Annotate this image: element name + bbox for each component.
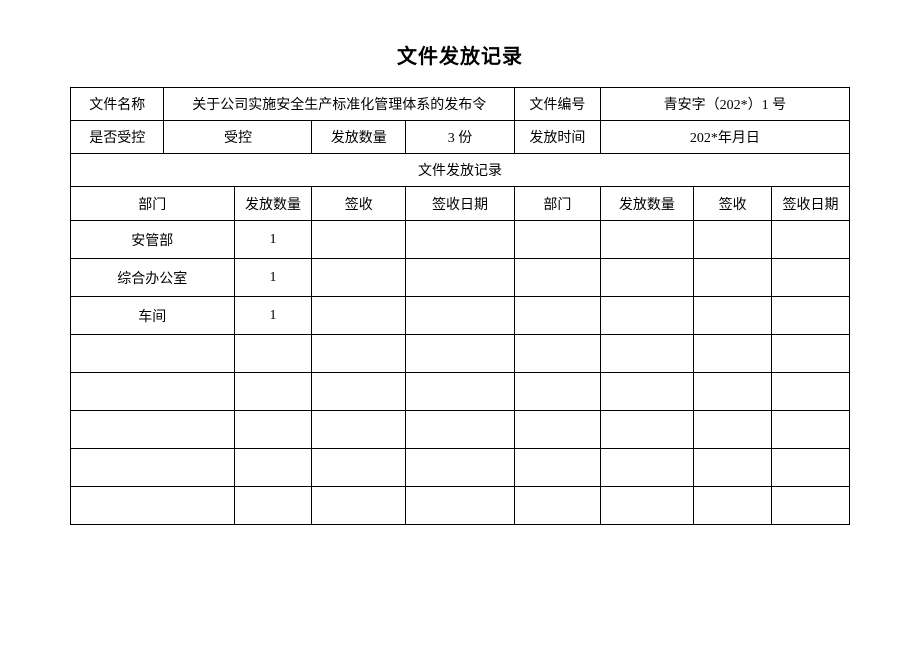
cell-date (405, 373, 514, 411)
cell-qty2 (600, 297, 693, 335)
col-qty: 发放数量 (234, 187, 312, 221)
cell-sign2 (694, 335, 772, 373)
cell-dept2 (514, 259, 600, 297)
cell-qty (234, 449, 312, 487)
cell-sign (312, 221, 405, 259)
cell-dept (71, 373, 235, 411)
table-row (71, 411, 850, 449)
section-header: 文件发放记录 (71, 154, 850, 187)
cell-qty: 1 (234, 297, 312, 335)
cell-qty: 1 (234, 221, 312, 259)
cell-qty2 (600, 411, 693, 449)
table-row: 车间 1 (71, 297, 850, 335)
cell-dept2 (514, 221, 600, 259)
cell-date2 (772, 297, 850, 335)
table-row: 综合办公室 1 (71, 259, 850, 297)
column-header-row: 部门 发放数量 签收 签收日期 部门 发放数量 签收 签收日期 (71, 187, 850, 221)
label-dist-qty: 发放数量 (312, 121, 405, 154)
cell-sign (312, 297, 405, 335)
cell-dept (71, 449, 235, 487)
cell-dept: 安管部 (71, 221, 235, 259)
value-dist-time: 202*年月日 (600, 121, 849, 154)
cell-dept2 (514, 449, 600, 487)
label-file-name: 文件名称 (71, 88, 164, 121)
page-title: 文件发放记录 (70, 40, 850, 69)
value-file-no: 青安字（202*）1 号 (600, 88, 849, 121)
cell-date (405, 221, 514, 259)
cell-qty2 (600, 335, 693, 373)
cell-qty2 (600, 221, 693, 259)
cell-date (405, 449, 514, 487)
col-sign: 签收 (312, 187, 405, 221)
table-row (71, 487, 850, 525)
col-dept: 部门 (71, 187, 235, 221)
cell-sign (312, 487, 405, 525)
value-dist-qty: 3 份 (405, 121, 514, 154)
cell-date (405, 411, 514, 449)
label-file-no: 文件编号 (514, 88, 600, 121)
cell-dept (71, 411, 235, 449)
cell-sign (312, 411, 405, 449)
label-controlled: 是否受控 (71, 121, 164, 154)
cell-qty: 1 (234, 259, 312, 297)
cell-date (405, 487, 514, 525)
cell-qty2 (600, 449, 693, 487)
cell-sign (312, 373, 405, 411)
cell-sign2 (694, 373, 772, 411)
cell-date2 (772, 259, 850, 297)
cell-date2 (772, 449, 850, 487)
cell-dept2 (514, 297, 600, 335)
col-date: 签收日期 (405, 187, 514, 221)
cell-sign2 (694, 411, 772, 449)
value-file-name: 关于公司实施安全生产标准化管理体系的发布令 (164, 88, 515, 121)
header-row-1: 文件名称 关于公司实施安全生产标准化管理体系的发布令 文件编号 青安字（202*… (71, 88, 850, 121)
cell-sign (312, 259, 405, 297)
col-dept2: 部门 (514, 187, 600, 221)
cell-date (405, 297, 514, 335)
cell-dept: 车间 (71, 297, 235, 335)
cell-date2 (772, 335, 850, 373)
cell-qty (234, 335, 312, 373)
cell-dept2 (514, 411, 600, 449)
cell-sign2 (694, 297, 772, 335)
cell-sign2 (694, 449, 772, 487)
cell-date2 (772, 487, 850, 525)
col-sign2: 签收 (694, 187, 772, 221)
cell-sign2 (694, 221, 772, 259)
cell-dept (71, 335, 235, 373)
cell-date (405, 335, 514, 373)
section-label: 文件发放记录 (71, 154, 850, 187)
cell-qty (234, 487, 312, 525)
cell-qty2 (600, 373, 693, 411)
table-row (71, 449, 850, 487)
table-row: 安管部 1 (71, 221, 850, 259)
distribution-table: 文件名称 关于公司实施安全生产标准化管理体系的发布令 文件编号 青安字（202*… (70, 87, 850, 525)
cell-dept2 (514, 487, 600, 525)
cell-qty (234, 373, 312, 411)
table-row (71, 373, 850, 411)
cell-date2 (772, 373, 850, 411)
cell-sign (312, 449, 405, 487)
cell-sign (312, 335, 405, 373)
cell-dept2 (514, 373, 600, 411)
cell-date2 (772, 221, 850, 259)
cell-dept (71, 487, 235, 525)
cell-dept2 (514, 335, 600, 373)
col-qty2: 发放数量 (600, 187, 693, 221)
cell-date2 (772, 411, 850, 449)
label-dist-time: 发放时间 (514, 121, 600, 154)
col-date2: 签收日期 (772, 187, 850, 221)
cell-qty (234, 411, 312, 449)
cell-sign2 (694, 259, 772, 297)
cell-qty2 (600, 259, 693, 297)
value-controlled: 受控 (164, 121, 312, 154)
cell-dept: 综合办公室 (71, 259, 235, 297)
cell-date (405, 259, 514, 297)
cell-sign2 (694, 487, 772, 525)
cell-qty2 (600, 487, 693, 525)
table-row (71, 335, 850, 373)
header-row-2: 是否受控 受控 发放数量 3 份 发放时间 202*年月日 (71, 121, 850, 154)
